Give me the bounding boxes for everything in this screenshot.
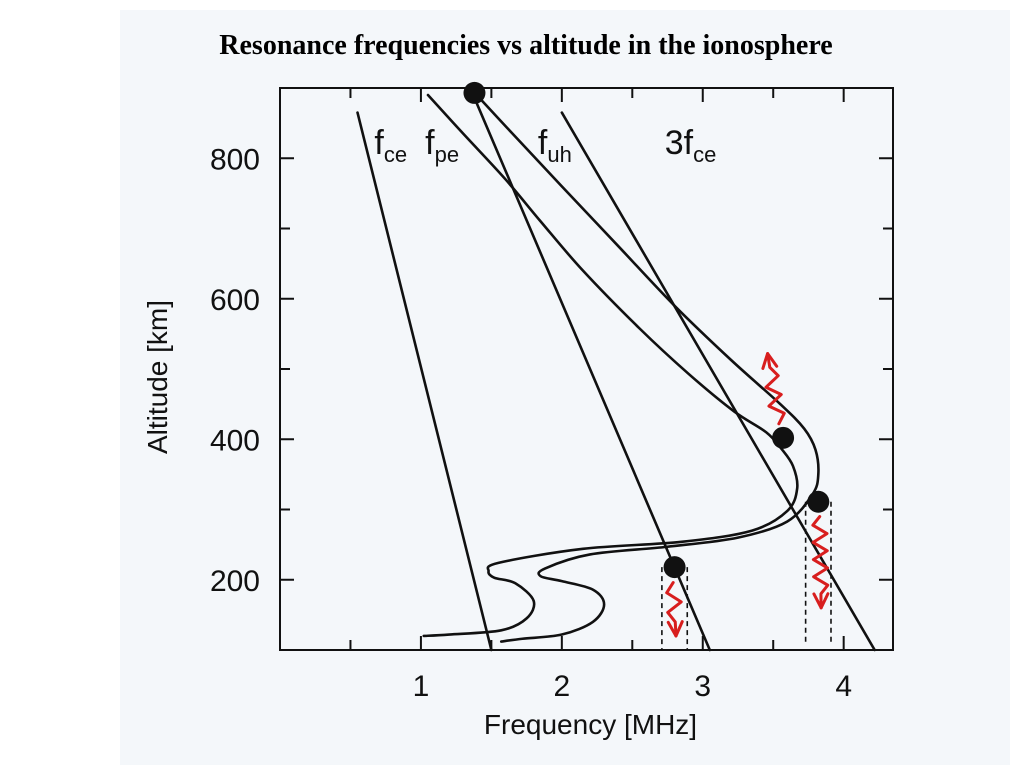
- series-label: 3fce: [665, 124, 717, 167]
- series-label: fuh: [538, 124, 572, 167]
- x-tick-label: 3: [694, 670, 711, 703]
- page-title: Resonance frequencies vs altitude in the…: [219, 30, 833, 61]
- x-tick-label: 1: [413, 670, 430, 703]
- wave-arrow-head: [812, 592, 830, 610]
- series-line-fce: [356, 111, 493, 652]
- intersection-marker: [463, 81, 486, 104]
- series-line-fpe: [422, 93, 799, 638]
- series-label: fpe: [425, 124, 459, 167]
- x-tick-label: 4: [835, 670, 852, 703]
- y-tick-label: 800: [210, 143, 260, 176]
- y-tick-label: 400: [210, 424, 260, 457]
- series-label-subscript: ce: [384, 142, 407, 167]
- x-tick-label: 2: [553, 670, 570, 703]
- intersection-marker: [807, 490, 830, 513]
- y-axis-title: Altitude [km]: [142, 300, 173, 454]
- x-axis-title: Frequency [MHz]: [484, 709, 697, 740]
- intersection-marker: [663, 556, 686, 579]
- wave-arrow-head: [666, 620, 684, 638]
- y-tick-label: 600: [210, 284, 260, 317]
- wave-arrow: [665, 581, 683, 638]
- wave-arrow: [764, 352, 786, 426]
- wave-arrow-head: [761, 352, 779, 370]
- series-label-subscript: pe: [435, 142, 459, 167]
- series-line-fuh: [468, 86, 820, 643]
- series-line-4: [468, 86, 712, 652]
- series-label-subscript: ce: [693, 142, 716, 167]
- series-label-subscript: uh: [547, 142, 571, 167]
- wave-arrow: [811, 515, 830, 610]
- intersection-marker: [772, 426, 795, 449]
- y-tick-label: 200: [210, 565, 260, 598]
- series-label: fce: [374, 124, 407, 167]
- series-line-3fce: [560, 111, 876, 652]
- figure-background: [120, 10, 1010, 765]
